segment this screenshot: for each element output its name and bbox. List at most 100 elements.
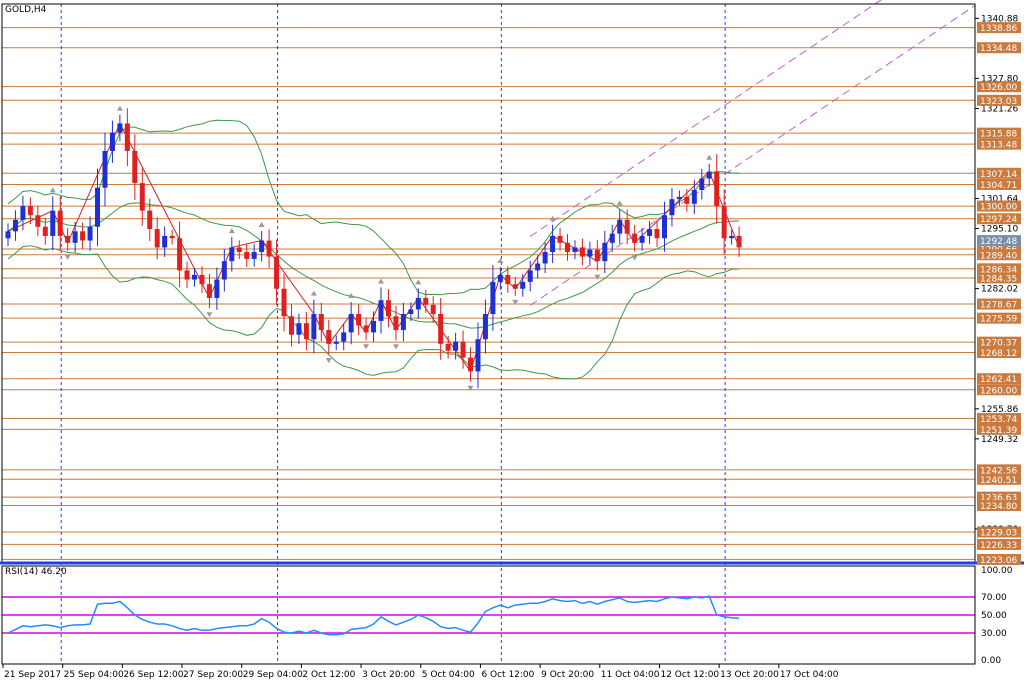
price-level-label[interactable]: 1334.48 xyxy=(977,42,1021,54)
price-level-label[interactable]: 1253.74 xyxy=(977,413,1021,425)
candlestick[interactable] xyxy=(259,230,265,262)
candlestick[interactable] xyxy=(609,224,615,252)
candlestick[interactable] xyxy=(318,302,324,342)
candlestick[interactable] xyxy=(400,302,406,342)
candlestick[interactable] xyxy=(505,266,511,293)
candlestick[interactable] xyxy=(65,228,71,251)
candlestick[interactable] xyxy=(154,217,160,260)
candlestick[interactable] xyxy=(453,332,459,360)
candlestick[interactable] xyxy=(445,335,451,359)
candlestick[interactable] xyxy=(594,240,600,271)
price-level-label[interactable]: 1260.00 xyxy=(977,384,1021,396)
candlestick[interactable] xyxy=(535,255,541,279)
candlestick[interactable] xyxy=(714,154,720,224)
price-level-label[interactable]: 1278.67 xyxy=(977,298,1021,311)
price-level-label[interactable]: 1268.12 xyxy=(977,346,1021,359)
candlestick[interactable] xyxy=(199,266,205,293)
candlestick[interactable] xyxy=(124,108,130,167)
price-level-label[interactable]: 1251.39 xyxy=(977,423,1021,436)
candlestick[interactable] xyxy=(438,298,444,360)
candlestick[interactable] xyxy=(624,209,630,244)
candlestick[interactable] xyxy=(602,230,608,274)
candlestick[interactable] xyxy=(706,163,712,187)
candlestick[interactable] xyxy=(288,304,294,347)
candlestick[interactable] xyxy=(617,209,623,244)
candlestick[interactable] xyxy=(475,322,481,389)
candlestick[interactable] xyxy=(87,216,93,251)
price-level-label[interactable]: 1307.14 xyxy=(977,167,1021,180)
price-level-label[interactable]: 1326.00 xyxy=(977,81,1021,93)
candlestick[interactable] xyxy=(669,188,675,227)
candlestick[interactable] xyxy=(565,234,570,261)
candlestick[interactable] xyxy=(229,237,235,272)
candlestick[interactable] xyxy=(371,311,377,342)
candlestick[interactable] xyxy=(729,229,735,245)
price-level-label[interactable]: 1262.41 xyxy=(977,373,1021,385)
candlestick[interactable] xyxy=(251,244,257,267)
candlestick[interactable] xyxy=(348,302,354,345)
candlestick[interactable] xyxy=(139,167,145,226)
candlestick[interactable] xyxy=(699,168,705,200)
candlestick[interactable] xyxy=(5,223,11,247)
price-level-label[interactable]: 1240.51 xyxy=(977,473,1021,486)
price-level-label[interactable]: 1304.71 xyxy=(977,178,1021,191)
price-level-label[interactable]: 1242.56 xyxy=(977,464,1021,476)
candlestick[interactable] xyxy=(654,220,660,247)
candlestick[interactable] xyxy=(244,244,250,267)
candlestick[interactable] xyxy=(490,265,496,331)
price-level-label[interactable]: 1315.88 xyxy=(977,127,1021,140)
candlestick[interactable] xyxy=(311,299,317,354)
candlestick[interactable] xyxy=(20,195,26,231)
candlestick[interactable] xyxy=(647,221,653,244)
candlestick[interactable] xyxy=(632,224,638,252)
candlestick[interactable] xyxy=(80,222,86,250)
candlestick[interactable] xyxy=(192,267,197,287)
candlestick[interactable] xyxy=(579,238,585,266)
candlestick[interactable] xyxy=(460,330,466,369)
candlestick[interactable] xyxy=(132,134,138,200)
price-level-label[interactable]: 1286.34 xyxy=(977,263,1021,275)
candlestick[interactable] xyxy=(550,224,556,264)
candlestick[interactable] xyxy=(214,267,220,310)
price-level-label[interactable]: 1338.86 xyxy=(977,22,1021,34)
candlestick[interactable] xyxy=(676,190,682,206)
price-level-label[interactable]: 1313.48 xyxy=(977,138,1021,151)
price-level-label[interactable]: 1229.03 xyxy=(977,526,1021,539)
candlestick[interactable] xyxy=(557,228,563,251)
candlestick[interactable] xyxy=(356,304,362,336)
candlestick[interactable] xyxy=(147,198,153,241)
candlestick[interactable] xyxy=(72,221,78,253)
candlestick[interactable] xyxy=(281,273,287,332)
candlestick[interactable] xyxy=(221,249,227,292)
candlestick[interactable] xyxy=(12,210,18,241)
candlestick[interactable] xyxy=(236,240,242,260)
candlestick[interactable] xyxy=(393,305,399,341)
candlestick[interactable] xyxy=(587,241,593,265)
candlestick[interactable] xyxy=(117,114,123,142)
candlestick[interactable] xyxy=(57,196,63,251)
candlestick[interactable] xyxy=(415,288,421,319)
candlestick[interactable] xyxy=(162,226,168,257)
candlestick[interactable] xyxy=(661,201,667,252)
candlestick[interactable] xyxy=(572,240,578,260)
candlestick[interactable] xyxy=(266,229,272,268)
price-level-label[interactable]: 1284.35 xyxy=(977,272,1021,284)
price-level-label[interactable]: 1236.63 xyxy=(977,491,1021,504)
candlestick[interactable] xyxy=(102,132,108,207)
price-level-label[interactable]: 1234.80 xyxy=(977,500,1021,512)
candlestick[interactable] xyxy=(512,277,518,296)
candlestick[interactable] xyxy=(109,120,115,163)
candlestick[interactable] xyxy=(385,289,391,328)
price-level-label[interactable]: 1226.33 xyxy=(977,538,1021,551)
candlestick[interactable] xyxy=(341,323,347,351)
candlestick[interactable] xyxy=(296,313,302,345)
candlestick[interactable] xyxy=(206,273,212,309)
candlestick[interactable] xyxy=(408,302,414,322)
candlestick[interactable] xyxy=(520,273,526,297)
price-level-label[interactable]: 1223.06 xyxy=(977,553,1021,566)
candlestick[interactable] xyxy=(691,179,697,215)
candlestick[interactable] xyxy=(274,239,280,306)
candlestick[interactable] xyxy=(333,335,339,351)
price-level-label[interactable]: 1300.00 xyxy=(977,200,1021,213)
